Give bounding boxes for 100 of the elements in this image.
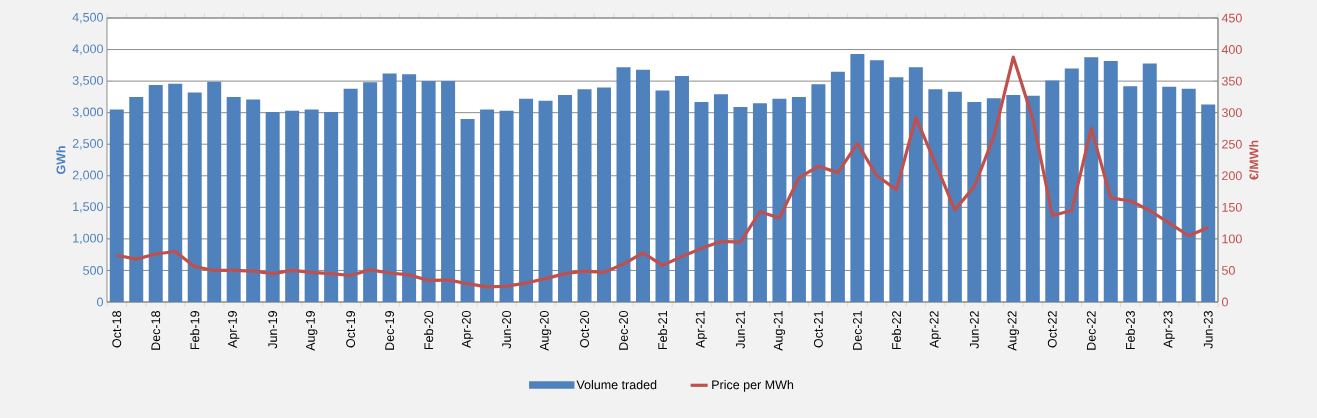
x-tick-label: Apr-23 — [1163, 311, 1175, 348]
x-tick-label: Feb-21 — [657, 311, 668, 350]
bar — [713, 94, 728, 302]
line-series — [115, 55, 1210, 289]
x-tick-label: Feb-23 — [1125, 311, 1135, 350]
y-axis-title: GWh — [56, 146, 66, 175]
y2-tick-label: 50 — [1221, 266, 1235, 275]
bar — [460, 118, 475, 302]
y2-tick-label: 100 — [1222, 234, 1242, 244]
bar — [967, 101, 982, 302]
bar — [791, 96, 806, 302]
bar — [519, 98, 534, 302]
bar — [285, 110, 300, 302]
bar — [246, 99, 261, 302]
bar — [226, 96, 241, 302]
x-tick-label: Feb-19 — [190, 311, 200, 350]
bar — [1123, 86, 1138, 302]
y2-tick-label: 250 — [1222, 139, 1242, 149]
bar — [265, 112, 280, 302]
x-tick-label: Oct-18 — [112, 311, 122, 348]
bar — [1084, 57, 1099, 302]
bar — [343, 88, 358, 302]
x-tick-label: Apr-21 — [695, 311, 708, 348]
y2-tick-label: 0 — [1221, 297, 1228, 307]
x-tick-label: Aug-19 — [305, 311, 318, 351]
bar — [1142, 63, 1157, 302]
x-tick-label: Aug-22 — [1007, 311, 1019, 351]
y-tick-label: 0 — [97, 297, 103, 307]
x-tick-label: Jun-23 — [1203, 311, 1213, 349]
legend-label: Volume traded — [576, 380, 657, 390]
bar — [752, 103, 767, 302]
bar — [830, 71, 845, 302]
bar — [480, 109, 495, 302]
y-tick-label: 1,000 — [73, 233, 103, 245]
x-tick-label: Jun-22 — [969, 311, 979, 349]
y2-tick-label: 450 — [1221, 13, 1242, 23]
x-tick-label: Aug-20 — [539, 310, 552, 351]
bar — [986, 98, 1001, 302]
y-tick-label: 3,000 — [72, 107, 103, 118]
bar — [1045, 80, 1060, 302]
bar — [1103, 60, 1118, 302]
bar — [869, 60, 884, 302]
bar — [577, 89, 592, 302]
bar — [811, 84, 826, 302]
y-tick-label: 3,500 — [72, 75, 103, 87]
y2-tick-label: 300 — [1221, 108, 1242, 118]
bar — [597, 87, 612, 302]
x-tick-label: Oct-20 — [580, 310, 589, 348]
x-tick-label: Dec-18 — [151, 311, 161, 350]
x-tick-label: Dec-21 — [852, 311, 862, 350]
y2-axis-title: €/MWh — [1249, 140, 1259, 181]
x-tick-label: Dec-20 — [619, 310, 628, 350]
bar — [928, 89, 943, 302]
x-tick-label: Dec-22 — [1086, 311, 1096, 350]
bar — [324, 112, 339, 302]
y-tick-label: 500 — [83, 266, 103, 275]
bar — [109, 109, 124, 302]
bar — [616, 67, 631, 302]
bar — [1025, 95, 1040, 302]
bar — [889, 77, 904, 302]
bar — [304, 109, 319, 302]
bar — [538, 100, 553, 302]
x-tick-label: Jun-21 — [736, 311, 745, 349]
bar — [947, 91, 962, 302]
bar — [1201, 104, 1216, 302]
x-tick-label: Apr-20 — [461, 310, 474, 348]
bar — [148, 84, 163, 302]
legend-label: Price per MWh — [712, 380, 794, 392]
y-tick-label: 1,500 — [73, 202, 103, 213]
y-tick-label: 2,000 — [72, 170, 103, 181]
bar — [382, 73, 397, 302]
bar — [733, 106, 748, 302]
y-tick-label: 2,500 — [72, 139, 103, 150]
bar — [1181, 88, 1196, 302]
y2-tick-label: 150 — [1222, 202, 1242, 212]
bar — [655, 90, 670, 302]
y-tick-label: 4,000 — [72, 44, 103, 55]
bar — [421, 81, 436, 302]
bar — [635, 69, 650, 302]
bar — [499, 110, 514, 302]
x-tick-label: Jun-19 — [268, 311, 278, 349]
bar — [1006, 95, 1021, 302]
bar — [558, 95, 573, 302]
x-tick-label: Oct-22 — [1047, 311, 1057, 348]
bar — [1162, 86, 1177, 302]
x-tick-label: Dec-19 — [385, 311, 395, 350]
x-tick-label: Apr-19 — [228, 311, 240, 348]
bar — [850, 53, 865, 302]
y2-tick-label: 200 — [1222, 171, 1242, 181]
x-tick-label: Feb-20 — [424, 310, 434, 350]
y-tick-label: 4,500 — [72, 12, 103, 24]
bar — [772, 98, 787, 302]
bar — [129, 96, 144, 302]
bar — [168, 83, 183, 302]
bar — [402, 74, 417, 302]
bar — [674, 76, 689, 302]
x-tick-label: Aug-21 — [773, 311, 786, 351]
x-tick-label: Oct-19 — [346, 311, 356, 348]
bar — [1064, 68, 1079, 302]
x-tick-label: Apr-22 — [929, 311, 942, 348]
